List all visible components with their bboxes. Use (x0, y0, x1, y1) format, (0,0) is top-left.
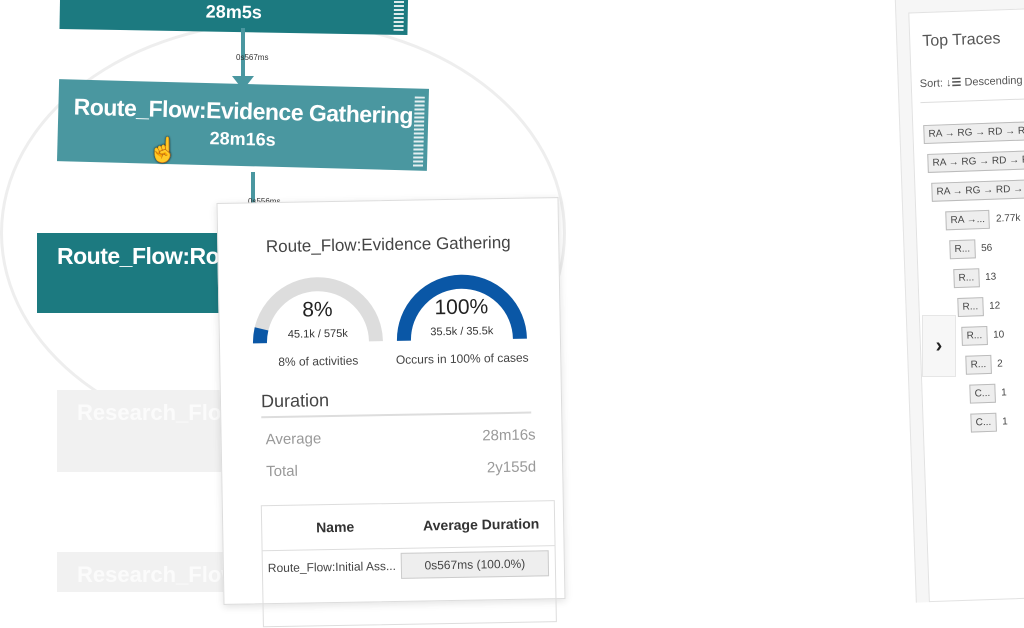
node-duration: 28m5s (205, 1, 263, 23)
node-title: Route_Flow:Evidence Gathering (73, 93, 414, 129)
process-node-evidence-gathering[interactable]: Route_Flow:Evidence Gathering 28m16s (56, 79, 430, 171)
node-handle[interactable] (393, 0, 405, 31)
gauge-ratio: 35.5k / 35.5k (430, 325, 494, 339)
trace-item[interactable]: RA → RG → RD → R (931, 179, 1024, 202)
gauge-fill (396, 274, 527, 341)
trace-chip: RA → RG → RD → R (931, 179, 1024, 202)
trace-count: 1 (1000, 387, 1007, 399)
cell-name: Route_Flow:Initial Ass... (267, 558, 397, 576)
trace-item[interactable]: C... 1 (970, 412, 1008, 433)
gauge-fill (252, 327, 269, 344)
sort-control[interactable]: Sort: ↓☰ Descending (919, 72, 1024, 104)
chevron-right-icon[interactable]: › (922, 315, 956, 377)
gauge-ratio: 45.1k / 575k (287, 327, 348, 341)
trace-count: 10 (992, 329, 1005, 341)
process-node-faded[interactable]: Research_Flow (57, 552, 237, 592)
trace-item[interactable]: R... 10 (961, 325, 1005, 346)
top-traces-panel: Top Traces Sort: ↓☰ Descending RA → RG →… (894, 0, 1024, 603)
trace-item[interactable]: R... 13 (953, 268, 997, 289)
popup-title: Route_Flow:Evidence Gathering (265, 232, 511, 257)
activities-gauge: 8% 45.1k / 575k 8% of activities (247, 273, 389, 369)
trace-item[interactable]: R... 2 (965, 354, 1003, 375)
trace-item[interactable]: R... 12 (957, 297, 1000, 317)
predecessor-table: Name Average Duration Route_Flow:Initial… (260, 500, 557, 628)
duration-label: Total (266, 462, 299, 481)
trace-chip: RA → RG → RD → RE (927, 149, 1024, 173)
duration-value: 2y155d (486, 458, 537, 477)
duration-row-average: Average 28m16s (266, 426, 536, 448)
gauge-track (252, 277, 383, 344)
trace-chip: R... (965, 354, 992, 375)
process-node-faded[interactable]: Research_Flow (57, 390, 237, 472)
hand-cursor-icon: ☝ (148, 137, 178, 164)
trace-chip: RA → RG → RD → RE → (923, 120, 1024, 145)
gauge-caption: Occurs in 100% of cases (395, 350, 529, 367)
trace-chip: R... (957, 297, 984, 317)
gauge-percent: 8% (302, 298, 333, 322)
duration-heading: Duration (260, 386, 532, 419)
cases-gauge: 100% 35.5k / 35.5k Occurs in 100% of cas… (391, 271, 533, 367)
sort-value: Descending (964, 74, 1023, 89)
sort-descending-icon: ↓☰ (945, 76, 962, 90)
trace-chip: R... (953, 268, 980, 289)
edge-line (241, 28, 245, 80)
trace-chip: C... (970, 412, 997, 433)
activity-details-popup: Route_Flow:Evidence Gathering 8% 45.1k /… (216, 197, 566, 628)
table-row[interactable]: Route_Flow:Initial Ass... 0s567ms (100.0… (263, 546, 556, 585)
column-header-name[interactable]: Name (315, 518, 355, 536)
trace-chip: RA →... (945, 209, 991, 231)
cell-average-duration: 0s567ms (100.0%) (400, 550, 550, 579)
duration-label: Average (265, 430, 322, 449)
trace-chip: R... (949, 239, 976, 260)
trace-chip: R... (961, 325, 988, 346)
node-handle[interactable] (412, 96, 425, 167)
trace-item[interactable]: RA → RG → RD → RE (927, 149, 1024, 173)
gauge-percent: 100% (434, 295, 489, 320)
gauge-caption: 8% of activities (278, 353, 359, 369)
trace-count: 13 (984, 271, 997, 284)
trace-count: 1 (1001, 416, 1008, 428)
edge-label: 0s567ms (236, 53, 269, 62)
edge-line (251, 172, 255, 204)
top-traces-card: Top Traces Sort: ↓☰ Descending RA → RG →… (908, 7, 1024, 603)
trace-item[interactable]: C... 1 (969, 383, 1007, 404)
column-header-average-duration[interactable]: Average Duration (422, 515, 540, 534)
process-node-top[interactable]: 28m5s (59, 0, 409, 36)
trace-count: 56 (980, 242, 993, 255)
duration-value: 28m16s (482, 426, 536, 445)
process-node-route[interactable]: Route_Flow:Ro (37, 233, 237, 313)
trace-count: 12 (988, 300, 1001, 312)
node-duration: 28m16s (209, 128, 276, 150)
trace-item[interactable]: RA →... 2.77k (945, 209, 1021, 231)
gauge-arc (396, 274, 527, 341)
table-header: Name Average Duration (261, 501, 555, 552)
duration-row-total: Total 2y155d (266, 458, 536, 480)
node-title: Route_Flow:Ro (57, 243, 220, 269)
trace-count: 2 (996, 358, 1003, 370)
sort-label: Sort: (919, 77, 944, 91)
trace-item[interactable]: R... 56 (949, 239, 993, 260)
trace-count: 2.77k (995, 212, 1021, 225)
panel-title: Top Traces (921, 30, 1001, 51)
trace-chip: C... (969, 383, 996, 404)
trace-item[interactable]: RA → RG → RD → RE → (923, 120, 1024, 145)
gauge-arc (252, 277, 383, 344)
